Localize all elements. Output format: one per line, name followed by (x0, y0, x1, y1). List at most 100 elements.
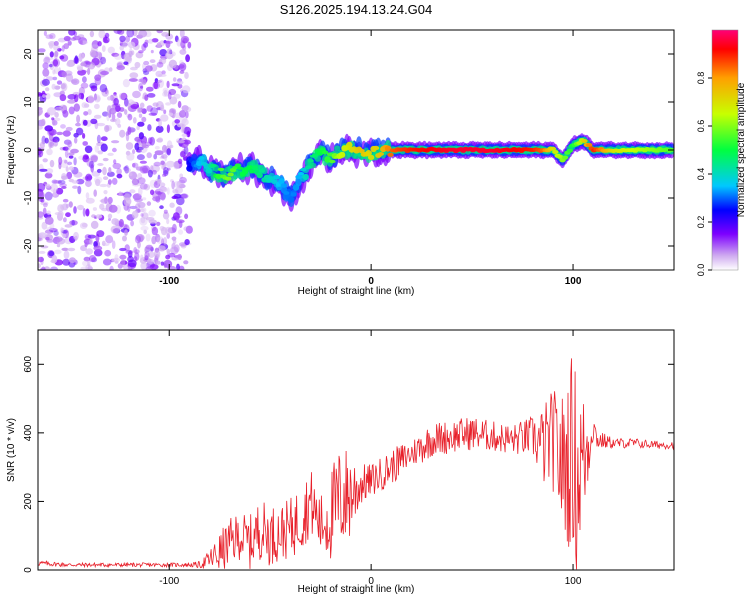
noise-blob (73, 157, 77, 166)
noise-blob (75, 122, 81, 127)
noise-blob (73, 231, 79, 241)
figure-title: S126.2025.194.13.24.G04 (280, 2, 433, 17)
noise-blob (42, 68, 50, 77)
noise-blob (62, 110, 69, 118)
noise-blob (177, 158, 183, 164)
noise-blob (94, 176, 103, 184)
noise-blob (162, 87, 169, 94)
noise-blob (77, 185, 82, 195)
noise-blob (93, 189, 97, 197)
noise-blob (67, 247, 76, 252)
noise-blob (96, 134, 101, 144)
x-tick-label: -100 (159, 276, 179, 287)
noise-blob (160, 114, 169, 122)
noise-blob (181, 105, 189, 112)
noise-blob (61, 247, 68, 251)
noise-blob (171, 83, 180, 87)
noise-blob (176, 80, 184, 85)
noise-blob (174, 119, 180, 124)
noise-blob (107, 213, 113, 219)
noise-blob (56, 187, 64, 195)
noise-blob (128, 172, 133, 177)
noise-blob (100, 136, 108, 142)
noise-blob (54, 50, 59, 58)
noise-blob (84, 242, 88, 248)
noise-blob (138, 187, 143, 196)
noise-blob (138, 82, 144, 92)
noise-blob (87, 175, 93, 181)
noise-blob (161, 70, 166, 75)
noise-blob (136, 125, 140, 131)
colorbar-tick-label: 0.8 (696, 72, 706, 85)
ridge-cell (249, 169, 256, 174)
noise-blob (109, 107, 117, 115)
noise-blob (38, 125, 43, 130)
noise-blob (133, 247, 138, 254)
noise-blob (61, 45, 65, 52)
ridge-cell (215, 173, 222, 180)
noise-blob (140, 254, 144, 261)
noise-blob (126, 152, 135, 161)
noise-blob (38, 147, 42, 156)
ridge-cell (258, 169, 266, 173)
noise-blob (114, 53, 123, 60)
snr-series-line (38, 358, 674, 570)
noise-blob (79, 222, 88, 229)
noise-blob (152, 190, 161, 199)
ridge-cell (288, 196, 295, 203)
noise-blob (154, 150, 164, 156)
noise-blob (183, 139, 191, 145)
noise-blob (95, 178, 101, 187)
noise-blob (165, 102, 172, 106)
ridge-cell (225, 176, 232, 181)
noise-blob (77, 204, 84, 211)
ridge-cell (198, 156, 205, 160)
noise-blob (84, 145, 93, 154)
noise-blob (179, 151, 186, 158)
noise-blob (56, 243, 61, 248)
noise-blob (99, 84, 108, 93)
y-tick-label: -20 (23, 238, 34, 253)
noise-blob (127, 126, 132, 135)
noise-blob (127, 103, 132, 111)
noise-blob (114, 254, 119, 262)
noise-blob (147, 38, 154, 44)
noise-blob (177, 229, 184, 235)
noise-blob (99, 183, 108, 188)
noise-blob (159, 187, 168, 193)
noise-blob (154, 145, 160, 150)
noise-blob (93, 245, 103, 251)
noise-blob (118, 191, 122, 197)
noise-blob (107, 96, 112, 101)
noise-blob (162, 144, 167, 153)
noise-blob (99, 203, 105, 210)
noise-blob (146, 86, 154, 92)
noise-blob (137, 173, 143, 180)
noise-blob (126, 113, 131, 118)
noise-blob (136, 107, 142, 114)
noise-blob (67, 141, 73, 148)
noise-blob (90, 44, 99, 49)
noise-blob (100, 198, 110, 205)
ridge-cell (195, 161, 203, 167)
noise-blob (103, 176, 109, 181)
noise-blob (165, 40, 171, 49)
noise-blob (38, 48, 46, 53)
noise-blob (54, 249, 62, 255)
noise-blob (98, 30, 106, 39)
ridge-cell (203, 163, 210, 169)
y-tick-label: 20 (23, 48, 34, 60)
noise-blob (100, 143, 108, 152)
noise-blob (182, 85, 191, 94)
ridge-cell (384, 145, 392, 152)
noise-blob (134, 197, 143, 203)
noise-blob (180, 243, 187, 249)
noise-blob (61, 71, 67, 78)
noise-blob (166, 167, 171, 171)
noise-blob (172, 223, 177, 233)
noise-blob (111, 240, 116, 250)
noise-blob (60, 83, 66, 90)
noise-blob (165, 160, 175, 168)
